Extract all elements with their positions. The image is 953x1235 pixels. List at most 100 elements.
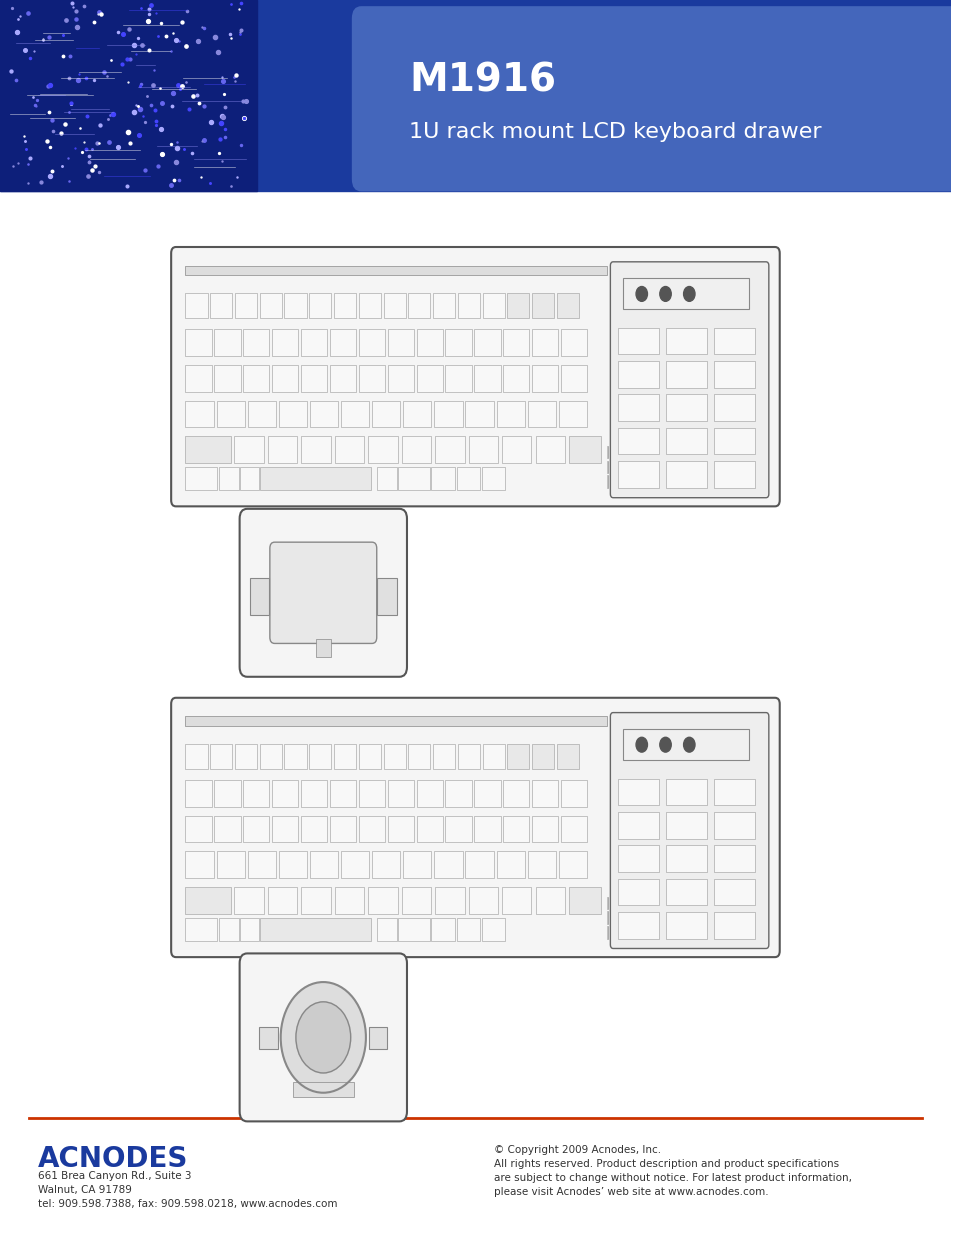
FancyBboxPatch shape xyxy=(368,887,397,914)
FancyBboxPatch shape xyxy=(185,436,231,463)
FancyBboxPatch shape xyxy=(334,293,355,319)
Bar xyxy=(315,638,331,657)
FancyBboxPatch shape xyxy=(214,330,240,356)
FancyBboxPatch shape xyxy=(532,364,558,391)
FancyBboxPatch shape xyxy=(330,781,355,806)
FancyBboxPatch shape xyxy=(465,851,494,878)
FancyBboxPatch shape xyxy=(383,743,405,769)
FancyBboxPatch shape xyxy=(468,436,497,463)
FancyBboxPatch shape xyxy=(358,815,385,842)
FancyBboxPatch shape xyxy=(372,851,400,878)
FancyBboxPatch shape xyxy=(408,743,430,769)
FancyBboxPatch shape xyxy=(335,887,364,914)
FancyBboxPatch shape xyxy=(301,781,327,806)
FancyBboxPatch shape xyxy=(185,781,212,806)
FancyBboxPatch shape xyxy=(243,364,269,391)
FancyBboxPatch shape xyxy=(301,436,331,463)
FancyBboxPatch shape xyxy=(474,364,500,391)
FancyBboxPatch shape xyxy=(239,467,259,490)
Bar xyxy=(185,266,607,275)
FancyBboxPatch shape xyxy=(358,743,380,769)
FancyBboxPatch shape xyxy=(465,400,494,427)
FancyBboxPatch shape xyxy=(434,400,462,427)
FancyBboxPatch shape xyxy=(665,427,706,454)
FancyBboxPatch shape xyxy=(387,781,414,806)
FancyBboxPatch shape xyxy=(416,781,442,806)
FancyBboxPatch shape xyxy=(260,918,371,941)
FancyBboxPatch shape xyxy=(445,815,471,842)
FancyBboxPatch shape xyxy=(376,467,396,490)
Bar xyxy=(293,1082,354,1097)
FancyBboxPatch shape xyxy=(278,400,307,427)
FancyBboxPatch shape xyxy=(560,815,587,842)
FancyBboxPatch shape xyxy=(568,887,600,914)
FancyBboxPatch shape xyxy=(171,698,779,957)
FancyBboxPatch shape xyxy=(330,364,355,391)
FancyBboxPatch shape xyxy=(185,815,212,842)
FancyBboxPatch shape xyxy=(445,364,471,391)
FancyBboxPatch shape xyxy=(665,911,706,939)
FancyBboxPatch shape xyxy=(185,918,217,941)
FancyBboxPatch shape xyxy=(468,887,497,914)
FancyBboxPatch shape xyxy=(503,781,529,806)
FancyBboxPatch shape xyxy=(713,878,754,905)
FancyBboxPatch shape xyxy=(618,878,658,905)
FancyBboxPatch shape xyxy=(501,887,531,914)
FancyBboxPatch shape xyxy=(474,815,500,842)
FancyBboxPatch shape xyxy=(435,436,464,463)
Text: ACNODES: ACNODES xyxy=(38,1145,188,1173)
Text: © Copyright 2009 Acnodes, Inc.
All rights reserved. Product description and prod: © Copyright 2009 Acnodes, Inc. All right… xyxy=(494,1145,852,1197)
Text: 661 Brea Canyon Rd., Suite 3
Walnut, CA 91789
tel: 909.598.7388, fax: 909.598.02: 661 Brea Canyon Rd., Suite 3 Walnut, CA … xyxy=(38,1171,337,1209)
FancyBboxPatch shape xyxy=(535,436,564,463)
FancyBboxPatch shape xyxy=(309,293,331,319)
FancyBboxPatch shape xyxy=(239,953,407,1121)
FancyBboxPatch shape xyxy=(618,327,658,354)
Bar xyxy=(369,1028,387,1050)
FancyBboxPatch shape xyxy=(214,781,240,806)
FancyBboxPatch shape xyxy=(568,436,600,463)
FancyBboxPatch shape xyxy=(560,330,587,356)
FancyBboxPatch shape xyxy=(481,467,505,490)
FancyBboxPatch shape xyxy=(358,364,385,391)
FancyBboxPatch shape xyxy=(284,743,306,769)
FancyBboxPatch shape xyxy=(278,851,307,878)
FancyBboxPatch shape xyxy=(618,427,658,454)
FancyBboxPatch shape xyxy=(310,851,337,878)
FancyBboxPatch shape xyxy=(334,743,355,769)
FancyBboxPatch shape xyxy=(713,845,754,872)
FancyBboxPatch shape xyxy=(713,911,754,939)
FancyBboxPatch shape xyxy=(560,781,587,806)
FancyBboxPatch shape xyxy=(665,811,706,839)
FancyBboxPatch shape xyxy=(301,887,331,914)
FancyBboxPatch shape xyxy=(618,394,658,421)
FancyBboxPatch shape xyxy=(301,330,327,356)
FancyBboxPatch shape xyxy=(532,293,554,319)
FancyBboxPatch shape xyxy=(403,851,431,878)
FancyBboxPatch shape xyxy=(248,851,275,878)
FancyBboxPatch shape xyxy=(416,815,442,842)
FancyBboxPatch shape xyxy=(618,461,658,488)
Bar xyxy=(0,0,256,191)
FancyBboxPatch shape xyxy=(558,851,586,878)
Text: 1U rack mount LCD keyboard drawer: 1U rack mount LCD keyboard drawer xyxy=(409,122,821,142)
FancyBboxPatch shape xyxy=(330,815,355,842)
FancyBboxPatch shape xyxy=(622,278,748,309)
FancyBboxPatch shape xyxy=(270,542,376,643)
FancyBboxPatch shape xyxy=(234,743,257,769)
FancyBboxPatch shape xyxy=(558,400,586,427)
FancyBboxPatch shape xyxy=(358,330,385,356)
FancyBboxPatch shape xyxy=(713,394,754,421)
Bar xyxy=(250,578,269,615)
Circle shape xyxy=(659,737,671,752)
Bar xyxy=(259,1028,277,1050)
FancyBboxPatch shape xyxy=(368,436,397,463)
FancyBboxPatch shape xyxy=(234,293,257,319)
FancyBboxPatch shape xyxy=(665,845,706,872)
FancyBboxPatch shape xyxy=(497,400,524,427)
FancyBboxPatch shape xyxy=(532,781,558,806)
FancyBboxPatch shape xyxy=(171,247,779,506)
FancyBboxPatch shape xyxy=(507,293,529,319)
FancyBboxPatch shape xyxy=(618,845,658,872)
FancyBboxPatch shape xyxy=(243,330,269,356)
FancyBboxPatch shape xyxy=(474,781,500,806)
